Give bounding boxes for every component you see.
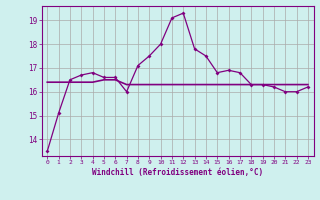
X-axis label: Windchill (Refroidissement éolien,°C): Windchill (Refroidissement éolien,°C) <box>92 168 263 177</box>
